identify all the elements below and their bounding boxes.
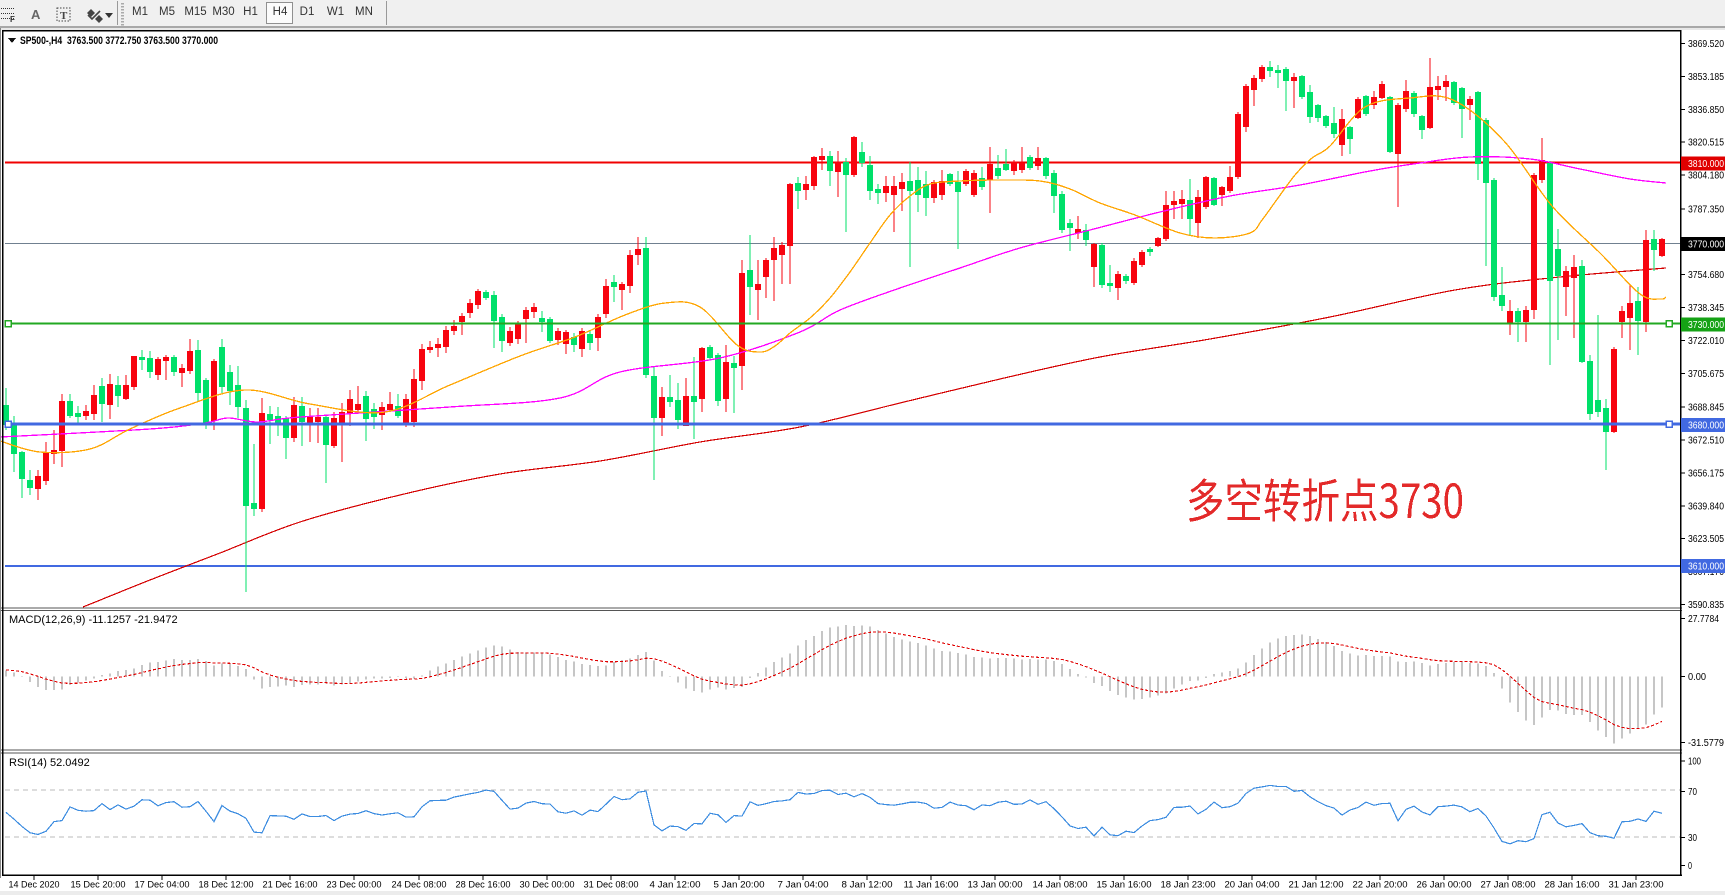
svg-text:3836.850: 3836.850 <box>1688 105 1724 116</box>
svg-text:0.00: 0.00 <box>1688 672 1706 683</box>
svg-text:20 Jan 04:00: 20 Jan 04:00 <box>1225 880 1280 891</box>
svg-text:100: 100 <box>1688 757 1701 768</box>
svg-text:17 Dec 04:00: 17 Dec 04:00 <box>135 880 190 891</box>
svg-text:27 Jan 08:00: 27 Jan 08:00 <box>1481 880 1536 891</box>
svg-text:3680.000: 3680.000 <box>1688 421 1724 432</box>
svg-text:15 Dec 20:00: 15 Dec 20:00 <box>71 880 126 891</box>
svg-text:3672.510: 3672.510 <box>1688 436 1724 447</box>
svg-text:3820.515: 3820.515 <box>1688 138 1724 149</box>
svg-text:3869.520: 3869.520 <box>1688 39 1724 50</box>
svg-text:3610.000: 3610.000 <box>1688 561 1724 572</box>
svg-text:3853.185: 3853.185 <box>1688 72 1724 83</box>
svg-text:28 Jan 16:00: 28 Jan 16:00 <box>1545 880 1600 891</box>
svg-text:4 Jan 12:00: 4 Jan 12:00 <box>650 880 701 891</box>
svg-text:3722.010: 3722.010 <box>1688 336 1724 347</box>
svg-text:3688.845: 3688.845 <box>1688 403 1724 414</box>
svg-text:30 Dec 00:00: 30 Dec 00:00 <box>520 880 575 891</box>
svg-text:3705.675: 3705.675 <box>1688 369 1724 380</box>
svg-text:8 Jan 12:00: 8 Jan 12:00 <box>842 880 893 891</box>
svg-text:14 Jan 08:00: 14 Jan 08:00 <box>1033 880 1088 891</box>
svg-text:3623.505: 3623.505 <box>1688 534 1724 545</box>
svg-text:18 Jan 23:00: 18 Jan 23:00 <box>1161 880 1216 891</box>
svg-text:F: F <box>10 15 15 24</box>
svg-text:31 Jan 23:00: 31 Jan 23:00 <box>1609 880 1664 891</box>
svg-text:3639.840: 3639.840 <box>1688 501 1724 512</box>
svg-text:5 Jan 20:00: 5 Jan 20:00 <box>714 880 765 891</box>
svg-text:3810.000: 3810.000 <box>1688 159 1724 170</box>
svg-text:T: T <box>60 10 68 22</box>
svg-text:3738.345: 3738.345 <box>1688 303 1724 314</box>
svg-text:27.7784: 27.7784 <box>1688 614 1719 625</box>
svg-text:21 Jan 12:00: 21 Jan 12:00 <box>1289 880 1344 891</box>
svg-text:A: A <box>31 7 41 22</box>
svg-text:18 Dec 12:00: 18 Dec 12:00 <box>199 880 254 891</box>
svg-text:SP500-,H4 3763.500 3772.750 3: SP500-,H4 3763.500 3772.750 3763.500 377… <box>20 35 218 47</box>
svg-text:3804.180: 3804.180 <box>1688 171 1724 182</box>
svg-text:26 Jan 00:00: 26 Jan 00:00 <box>1417 880 1472 891</box>
svg-text:15 Jan 16:00: 15 Jan 16:00 <box>1097 880 1152 891</box>
svg-text:3787.350: 3787.350 <box>1688 204 1724 215</box>
svg-text:3656.175: 3656.175 <box>1688 469 1724 480</box>
svg-text:MACD(12,26,9) -11.1257 -21.947: MACD(12,26,9) -11.1257 -21.9472 <box>9 614 178 626</box>
svg-text:0: 0 <box>1688 861 1692 872</box>
svg-text:3730.000: 3730.000 <box>1688 320 1724 331</box>
svg-text:13 Jan 00:00: 13 Jan 00:00 <box>968 880 1023 891</box>
svg-text:23 Dec 00:00: 23 Dec 00:00 <box>327 880 382 891</box>
svg-text:30: 30 <box>1688 833 1697 844</box>
svg-text:28 Dec 16:00: 28 Dec 16:00 <box>456 880 511 891</box>
svg-text:-31.5779: -31.5779 <box>1688 738 1724 749</box>
svg-text:RSI(14) 52.0492: RSI(14) 52.0492 <box>9 757 90 769</box>
svg-text:21 Dec 16:00: 21 Dec 16:00 <box>263 880 318 891</box>
svg-text:3590.835: 3590.835 <box>1688 600 1724 611</box>
svg-text:31 Dec 08:00: 31 Dec 08:00 <box>584 880 639 891</box>
svg-text:24 Dec 08:00: 24 Dec 08:00 <box>392 880 447 891</box>
svg-text:70: 70 <box>1688 787 1697 798</box>
svg-text:22 Jan 20:00: 22 Jan 20:00 <box>1353 880 1408 891</box>
svg-text:11 Jan 16:00: 11 Jan 16:00 <box>904 880 959 891</box>
svg-text:7 Jan 04:00: 7 Jan 04:00 <box>778 880 829 891</box>
svg-text:3770.000: 3770.000 <box>1688 239 1724 250</box>
svg-text:14 Dec 2020: 14 Dec 2020 <box>9 880 60 891</box>
svg-text:3754.680: 3754.680 <box>1688 270 1724 281</box>
